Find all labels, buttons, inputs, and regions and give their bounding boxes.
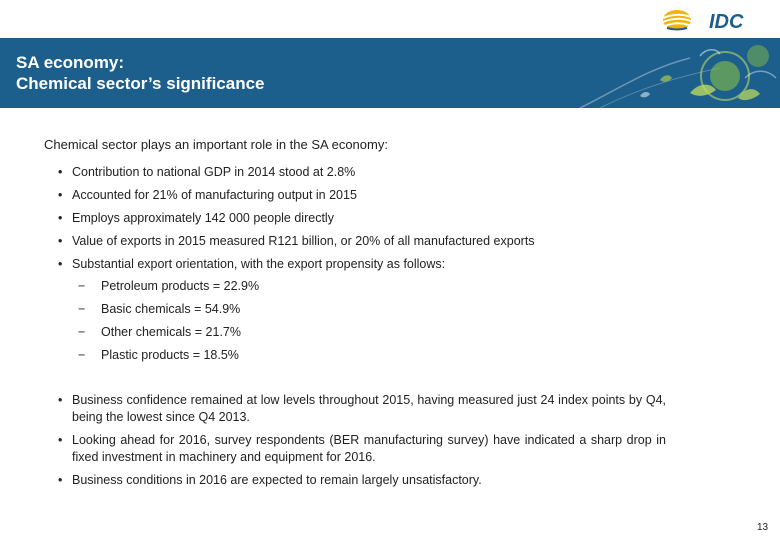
bullet-marker: •	[58, 473, 63, 487]
bullet-marker: •	[58, 234, 63, 248]
bullet-text: Contribution to national GDP in 2014 sto…	[72, 165, 356, 179]
sub-bullet-text: Petroleum products = 22.9%	[101, 279, 260, 293]
bullet-marker: •	[58, 257, 63, 271]
idc-logo: IDC	[661, 8, 761, 33]
intro-bold: Chemical sector	[44, 137, 138, 152]
sub-bullet-text: Other chemicals = 21.7%	[101, 325, 241, 339]
dash-marker: −	[78, 302, 86, 316]
bullet-text: Substantial export orientation, with the…	[72, 257, 446, 271]
bullet-marker: •	[58, 188, 63, 202]
intro-rest: plays an important role in the SA econom…	[137, 137, 388, 152]
list-item: • Substantial export orientation, with t…	[58, 256, 678, 273]
sub-bullet-text: Basic chemicals = 54.9%	[101, 302, 241, 316]
title-banner: SA economy: Chemical sector’s significan…	[0, 38, 780, 108]
bullet-text: Business conditions in 2016 are expected…	[72, 473, 482, 487]
sub-bullet-text: Plastic products = 18.5%	[101, 348, 239, 362]
page-title-line1: SA economy:	[16, 53, 125, 72]
intro-text: Chemical sector plays an important role …	[44, 137, 388, 152]
sub-list-item: − Petroleum products = 22.9%	[78, 279, 259, 293]
idc-logo-mark: IDC	[662, 10, 744, 33]
sub-list-item: − Basic chemicals = 54.9%	[78, 302, 240, 316]
bullet-text: Value of exports in 2015 measured R121 b…	[72, 234, 535, 248]
dash-marker: −	[78, 325, 86, 339]
bullet-text: Business confidence remained at low leve…	[72, 393, 666, 424]
page-number: 13	[757, 522, 769, 533]
bullet-text: Looking ahead for 2016, survey responden…	[72, 433, 666, 464]
page-title: SA economy: Chemical sector’s significan…	[16, 52, 265, 94]
sub-list-item: − Plastic products = 18.5%	[78, 348, 239, 362]
list-item: • Employs approximately 142 000 people d…	[58, 210, 658, 227]
list-item: • Value of exports in 2015 measured R121…	[58, 233, 678, 250]
list-item: • Accounted for 21% of manufacturing out…	[58, 187, 658, 204]
bullet-text: Employs approximately 142 000 people dir…	[72, 211, 334, 225]
list-item: • Contribution to national GDP in 2014 s…	[58, 164, 658, 181]
bullet-marker: •	[58, 165, 63, 179]
dash-marker: −	[78, 348, 86, 362]
bullet-marker: •	[58, 393, 63, 407]
list-item: • Looking ahead for 2016, survey respond…	[58, 432, 666, 466]
sub-list-item: − Other chemicals = 21.7%	[78, 325, 241, 339]
list-item: • Business conditions in 2016 are expect…	[58, 472, 666, 489]
leaf-decoration-icon	[579, 45, 777, 108]
bullet-marker: •	[58, 433, 63, 447]
bullet-marker: •	[58, 211, 63, 225]
bullet-text: Accounted for 21% of manufacturing outpu…	[72, 188, 357, 202]
logo-text: IDC	[709, 11, 744, 32]
list-item: • Business confidence remained at low le…	[58, 392, 666, 426]
dash-marker: −	[78, 279, 86, 293]
page-title-line2: Chemical sector’s significance	[16, 74, 265, 93]
